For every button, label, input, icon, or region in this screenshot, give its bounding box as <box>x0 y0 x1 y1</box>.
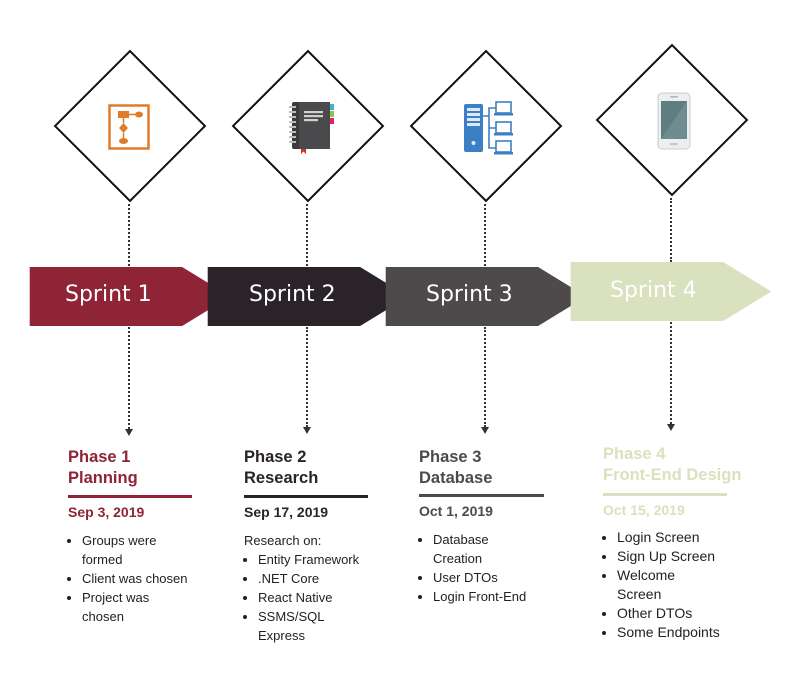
phase-4-title: Phase 4 Front-End Design <box>603 445 742 484</box>
phase-2-list: Entity Framework .NET Core React Native … <box>244 550 360 645</box>
connector-line-4-bottom <box>670 322 672 424</box>
sprint-2-arrow <box>207 267 409 326</box>
list-item: User DTOs <box>433 568 553 587</box>
phase-4-list: Login Screen Sign Up Screen Welcome Scre… <box>603 528 757 642</box>
phase-2-intro: Research on: <box>244 533 322 548</box>
phase-1-title: Phase 1 Planning <box>68 448 138 487</box>
list-item: Welcome Screen <box>617 566 689 604</box>
connector-line-4-top <box>670 198 672 262</box>
list-item: Database Creation <box>433 530 503 568</box>
smartphone-icon <box>657 92 691 150</box>
list-item: Entity Framework <box>258 550 360 569</box>
phase-3-list: Database Creation User DTOs Login Front-… <box>419 530 553 606</box>
phase-4-date: Oct 15, 2019 <box>603 502 685 518</box>
connector-line-3-top <box>484 204 486 266</box>
sprint-4-label: Sprint 4 <box>610 278 697 303</box>
phase-1-rule <box>68 495 192 498</box>
list-item: .NET Core <box>258 569 360 588</box>
phase-3-rule <box>419 494 544 497</box>
notebook-icon <box>289 102 334 154</box>
connector-line-1-bottom <box>128 327 130 429</box>
list-item: Project was chosen <box>82 588 194 626</box>
connector-line-2-bottom <box>306 327 308 427</box>
phase-2-rule <box>244 495 368 498</box>
list-item: React Native <box>258 588 360 607</box>
connector-line-3-bottom <box>484 327 486 427</box>
connector-line-1-top <box>128 204 130 266</box>
sprint-2-label: Sprint 2 <box>249 282 336 307</box>
connector-line-2-top <box>306 204 308 266</box>
connector-arrow-3 <box>481 427 489 434</box>
list-item: Client was chosen <box>82 569 194 588</box>
list-item: Login Front-End <box>433 587 553 606</box>
sprint-3-arrow <box>385 267 587 326</box>
phase-1-date: Sep 3, 2019 <box>68 504 145 520</box>
sprint-4-arrow <box>570 262 772 321</box>
phase-3-date: Oct 1, 2019 <box>419 503 493 519</box>
list-item: Groups were formed <box>82 531 194 569</box>
phase-3-title: Phase 3 Database <box>419 448 493 487</box>
list-item: Login Screen <box>617 528 757 547</box>
connector-arrow-2 <box>303 427 311 434</box>
list-item: Other DTOs <box>617 604 757 623</box>
flowchart-icon <box>108 104 150 150</box>
phase-4-rule <box>603 493 727 496</box>
list-item: SSMS/SQL Express <box>258 607 360 645</box>
phase-2-date: Sep 17, 2019 <box>244 504 329 520</box>
server-network-icon <box>464 101 513 155</box>
list-item: Sign Up Screen <box>617 547 757 566</box>
sprint-3-label: Sprint 3 <box>426 282 513 307</box>
sprint-1-arrow <box>29 267 231 326</box>
list-item: Some Endpoints <box>617 623 757 642</box>
connector-arrow-4 <box>667 424 675 431</box>
connector-arrow-1 <box>125 429 133 436</box>
phase-1-list: Groups were formed Client was chosen Pro… <box>68 531 194 626</box>
sprint-1-label: Sprint 1 <box>65 282 152 307</box>
phase-2-title: Phase 2 Research <box>244 448 319 487</box>
